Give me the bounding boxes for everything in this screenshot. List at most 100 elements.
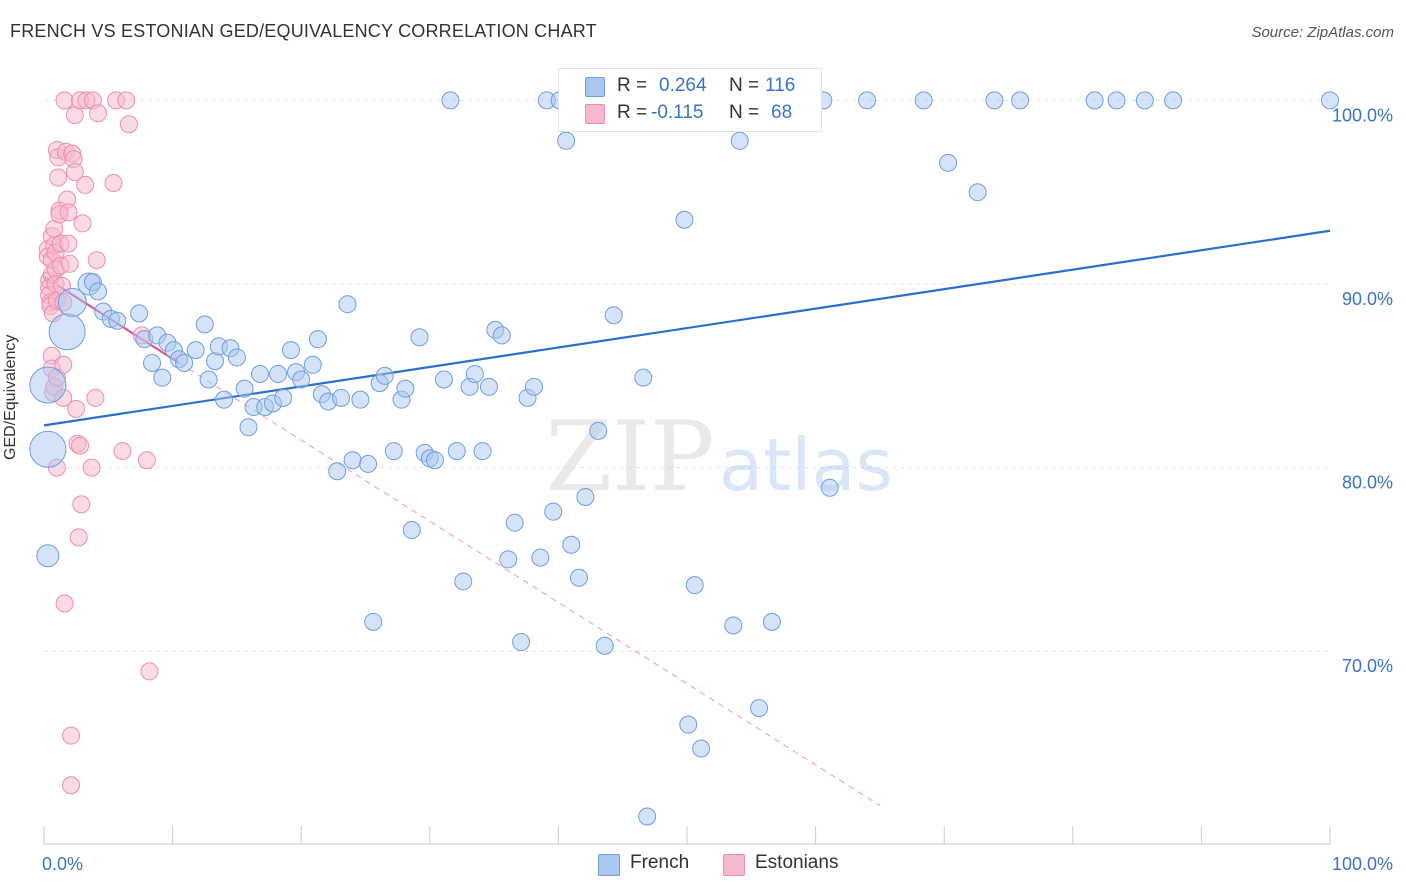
estonian-point (119, 115, 138, 134)
watermark: ZIP atlas (545, 401, 893, 513)
french-point (968, 183, 987, 202)
legend-row-french: R = 0.264 N = 116 (559, 72, 821, 102)
french-point (29, 366, 67, 404)
estonian-point (89, 104, 108, 123)
french-point (454, 572, 473, 591)
y-tick-labels: 70.0% 80.0% 90.0% 100.0% (1332, 105, 1393, 676)
y-tick-label: 90.0% (1342, 289, 1393, 309)
french-point (364, 612, 383, 631)
estonian-point (82, 458, 101, 477)
french-point (227, 348, 246, 367)
french-point (1164, 91, 1183, 110)
french-point (685, 576, 704, 595)
watermark-zip: ZIP (545, 401, 714, 513)
french-point (332, 388, 351, 407)
estonian-point (137, 451, 156, 470)
estonian-points (38, 91, 159, 795)
french-point (1011, 91, 1030, 110)
french-point (108, 311, 127, 330)
y-axis-label: GED/Equivalency (2, 334, 19, 460)
french-point (384, 442, 403, 461)
bottom-legend-swatch-estonians (723, 854, 745, 876)
stats-legend: R = 0.264 N = 116 R = -0.115 N = 68 (558, 68, 822, 132)
french-point (130, 304, 149, 323)
estonian-point (59, 234, 78, 253)
bottom-legend-swatch-french (598, 854, 620, 876)
french-point (512, 633, 531, 652)
french-point (36, 544, 60, 568)
french-point (308, 330, 327, 349)
x-axis (43, 826, 1331, 845)
french-point (858, 91, 877, 110)
french-point (235, 379, 254, 398)
french-point (434, 370, 453, 389)
french-point (303, 355, 322, 374)
french-point (328, 462, 347, 481)
french-point (692, 739, 711, 758)
french-point (410, 328, 429, 347)
estonian-point (117, 91, 136, 110)
estonian-point (49, 168, 68, 187)
french-point (499, 550, 518, 569)
french-point (239, 418, 258, 437)
legend-estonian-r: -0.115 (651, 102, 704, 123)
y-tick-label: 80.0% (1342, 473, 1393, 493)
french-point (473, 442, 492, 461)
french-point (562, 535, 581, 554)
french-point (195, 315, 214, 334)
french-point (604, 306, 623, 325)
french-point (750, 699, 769, 718)
french-point (359, 454, 378, 473)
french-point (89, 282, 108, 301)
french-point (338, 295, 357, 314)
estonian-point (87, 251, 106, 270)
estonian-point (67, 399, 86, 418)
grid-lines (44, 99, 1330, 652)
french-point (985, 91, 1004, 110)
french-point (1321, 91, 1339, 110)
chart-title: FRENCH VS ESTONIAN GED/EQUIVALENCY CORRE… (10, 21, 597, 41)
french-point (524, 377, 543, 396)
estonian-point (104, 174, 123, 193)
legend-r-label: R = (617, 75, 648, 96)
x-tick-labels: 0.0% 100.0% (42, 854, 1393, 874)
french-point (576, 487, 595, 506)
french-point (447, 442, 466, 461)
french-point (939, 153, 958, 172)
legend-swatch-estonian (585, 104, 605, 124)
y-tick-label: 100.0% (1332, 105, 1393, 125)
french-point (569, 568, 588, 587)
french-point (186, 341, 205, 360)
french-point (1135, 91, 1154, 110)
french-point (914, 91, 933, 110)
french-point (492, 326, 511, 345)
x-tick-label: 0.0% (42, 854, 83, 874)
french-point (638, 807, 657, 826)
legend-n-label: N = (729, 75, 760, 96)
french-point (634, 368, 653, 387)
french-point (351, 390, 370, 409)
y-tick-label: 70.0% (1342, 656, 1393, 676)
french-point (425, 451, 444, 470)
estonian-point (140, 662, 159, 681)
french-points (29, 91, 1339, 826)
legend-n-label: N = (729, 102, 760, 123)
estonian-point (59, 203, 78, 222)
estonian-point (72, 495, 91, 514)
french-point (724, 616, 743, 635)
legend-french-r: 0.264 (659, 75, 707, 96)
estonian-point (113, 442, 132, 461)
estonian-point (54, 355, 73, 374)
french-point (820, 478, 839, 497)
french-point (402, 521, 421, 540)
french-point (29, 430, 67, 468)
french-trend-line (43, 229, 1331, 427)
estonian-point (76, 175, 95, 194)
estonian-point (86, 388, 105, 407)
estonian-point (55, 594, 74, 613)
french-point (465, 364, 484, 383)
french-point (153, 368, 172, 387)
french-point (730, 131, 749, 150)
legend-row-estonian: R = -0.115 N = 68 (559, 99, 821, 129)
